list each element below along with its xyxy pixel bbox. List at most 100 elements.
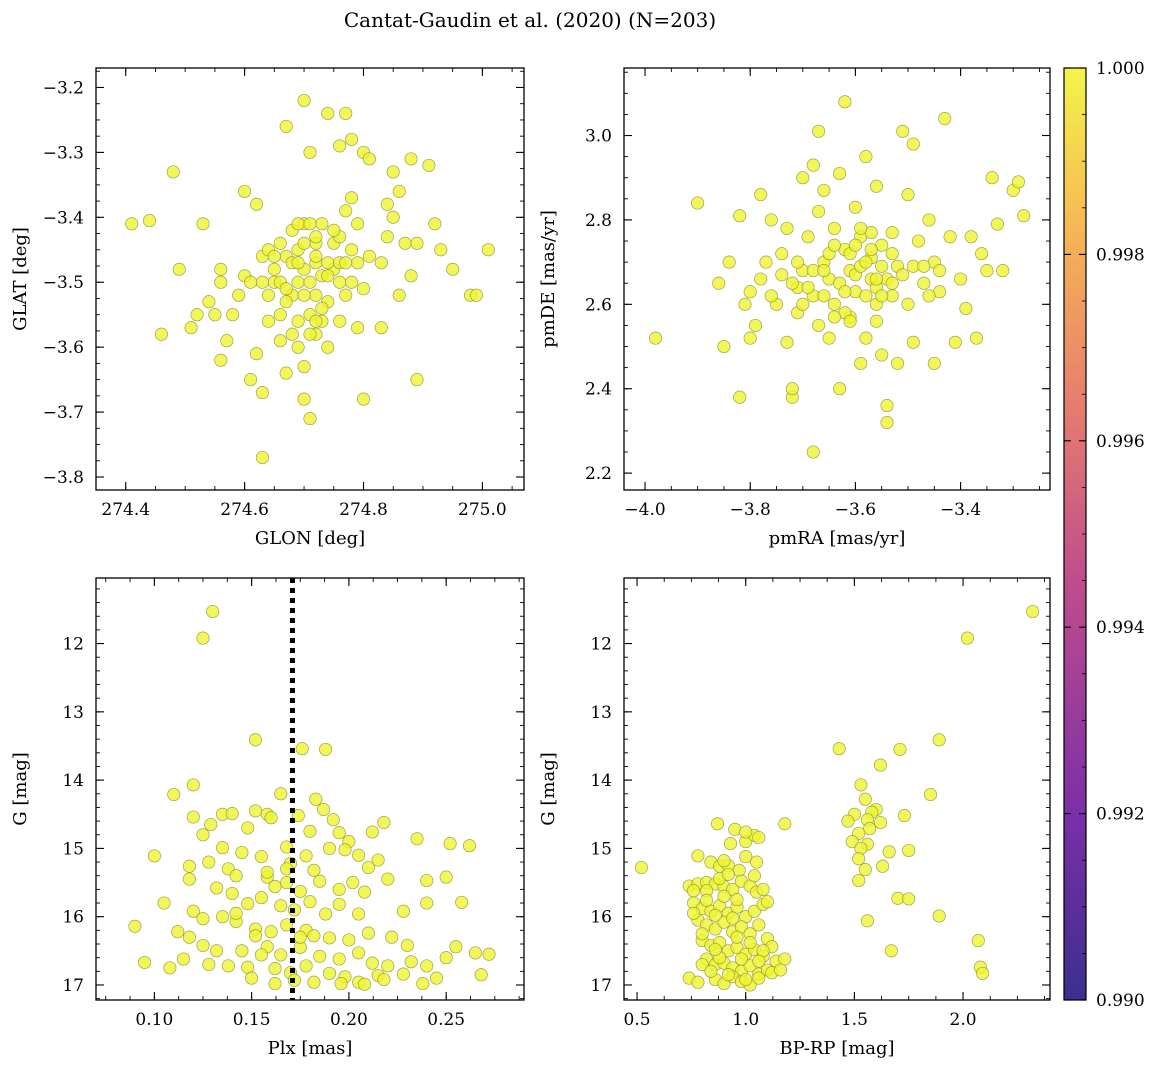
data-point — [801, 280, 815, 294]
data-point — [297, 288, 311, 302]
data-point — [796, 171, 810, 185]
data-point — [932, 909, 946, 923]
data-point — [455, 895, 469, 909]
data-point — [743, 331, 757, 345]
data-point — [196, 828, 210, 842]
x-axis-label: Plx [mas] — [268, 1038, 353, 1059]
data-point — [254, 850, 268, 864]
data-point — [377, 815, 391, 830]
data-point — [817, 183, 831, 197]
x-tick-label: 1.5 — [841, 1010, 868, 1030]
data-point — [392, 288, 406, 302]
data-point — [885, 247, 899, 261]
data-point — [206, 604, 220, 619]
data-point — [264, 811, 278, 825]
x-tick-label: −3.6 — [835, 500, 876, 520]
data-point — [832, 742, 846, 756]
data-point — [365, 825, 379, 839]
data-point — [717, 889, 731, 903]
data-point — [852, 873, 866, 888]
data-point — [309, 249, 323, 263]
data-point — [273, 334, 287, 348]
axes-frame — [95, 67, 525, 491]
data-point — [890, 356, 905, 370]
data-point — [859, 331, 873, 345]
data-point — [261, 288, 275, 302]
data-point — [352, 848, 366, 862]
data-point — [734, 952, 748, 966]
data-point — [386, 210, 400, 224]
data-point — [778, 817, 792, 831]
data-point — [750, 855, 764, 869]
x-tick-label: 274.8 — [339, 500, 388, 520]
data-point — [339, 204, 353, 218]
data-point — [345, 132, 359, 146]
data-point — [377, 972, 391, 987]
data-point — [708, 908, 722, 922]
data-point — [812, 204, 826, 219]
data-point — [923, 787, 938, 802]
data-point — [691, 196, 705, 210]
data-point — [352, 946, 366, 960]
data-point — [274, 787, 288, 801]
data-point — [172, 262, 186, 276]
data-point — [695, 957, 709, 972]
data-point — [248, 733, 263, 747]
data-point — [796, 297, 810, 311]
data-point — [333, 314, 347, 328]
data-point — [933, 264, 947, 278]
data-point — [410, 832, 424, 846]
data-point — [469, 288, 483, 302]
data-point — [309, 792, 323, 806]
data-point — [691, 975, 705, 989]
colorbar-tick-label: 0.992 — [1096, 805, 1145, 825]
data-point — [186, 904, 200, 918]
data-point — [752, 971, 766, 985]
data-point — [345, 275, 359, 289]
data-point — [317, 802, 331, 817]
data-point — [303, 824, 317, 838]
data-point — [374, 256, 388, 270]
data-point — [959, 301, 973, 316]
data-point — [319, 907, 333, 921]
data-point — [869, 272, 883, 286]
data-point — [917, 276, 931, 290]
data-point — [291, 314, 305, 328]
data-point — [730, 893, 744, 907]
data-point — [299, 959, 313, 973]
data-point — [374, 321, 388, 335]
data-point — [291, 275, 305, 289]
data-point — [362, 152, 376, 166]
data-point — [817, 289, 831, 303]
data-point — [303, 217, 317, 231]
data-point — [315, 301, 329, 315]
data-point — [254, 891, 268, 905]
figure-title: Cantat-Gaudin et al. (2020) (N=203) — [344, 8, 716, 32]
data-point — [342, 933, 356, 947]
data-point — [422, 158, 436, 172]
data-point — [309, 230, 323, 244]
data-point — [764, 289, 778, 303]
y-tick-label: −3.8 — [43, 468, 84, 488]
data-point — [381, 959, 395, 973]
data-point — [738, 297, 752, 311]
data-point — [717, 854, 731, 868]
data-point — [225, 807, 239, 821]
data-point — [420, 873, 434, 888]
data-point — [827, 297, 841, 311]
y-tick-label: 3.0 — [585, 127, 612, 147]
data-point — [279, 282, 293, 296]
data-point — [345, 191, 359, 205]
data-point — [238, 184, 252, 198]
data-point — [184, 321, 198, 335]
y-tick-label: 2.4 — [585, 380, 612, 400]
data-point — [138, 955, 152, 969]
data-point — [420, 896, 434, 910]
data-point — [721, 867, 735, 881]
data-point — [171, 925, 185, 939]
data-point — [854, 221, 868, 235]
data-point — [873, 815, 888, 830]
data-point — [249, 197, 264, 211]
data-point — [280, 840, 294, 854]
data-point — [255, 386, 269, 400]
